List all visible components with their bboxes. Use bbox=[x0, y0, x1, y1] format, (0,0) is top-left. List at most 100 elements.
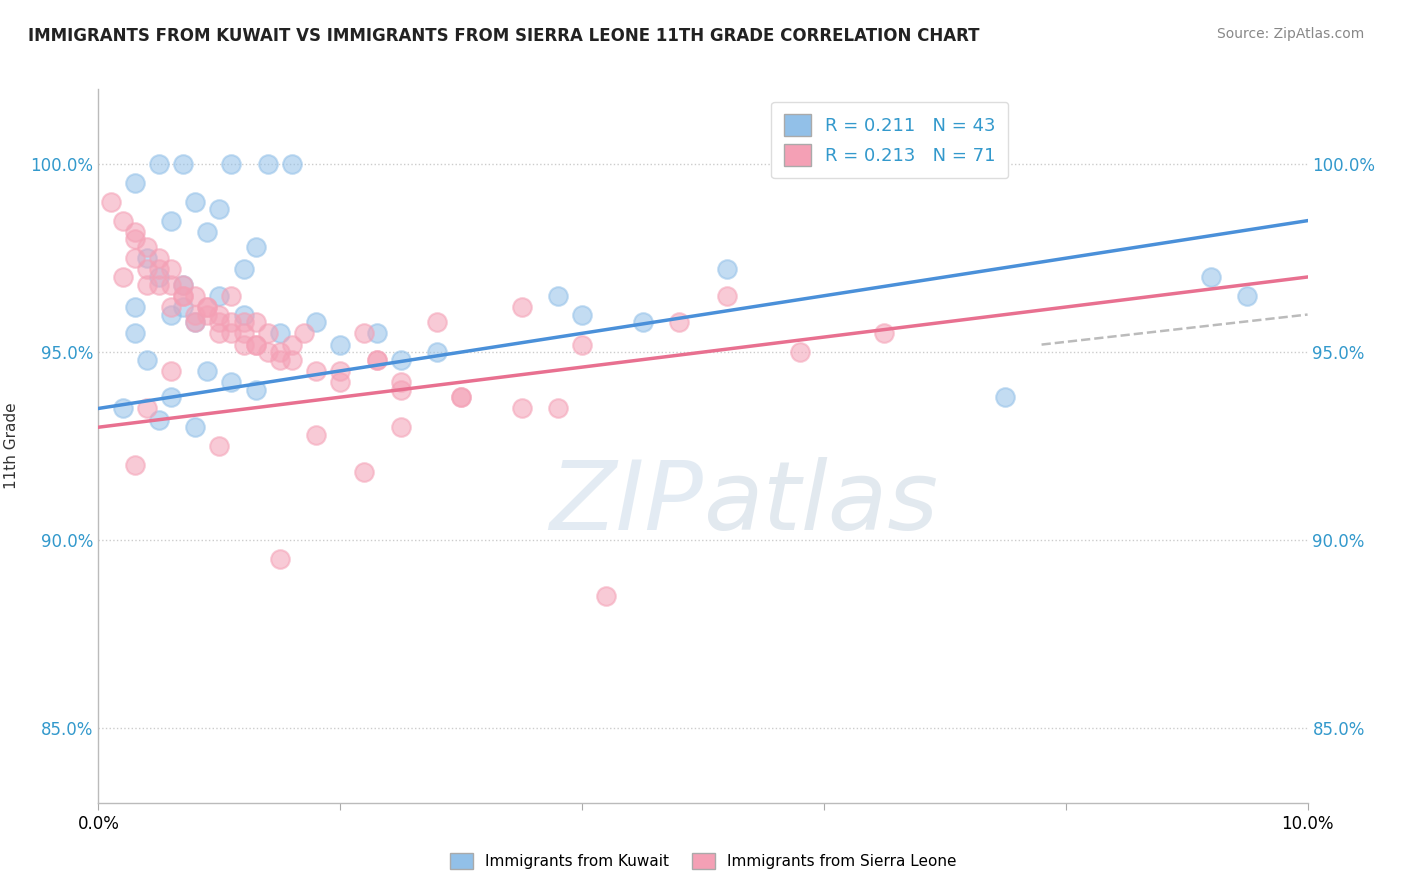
Point bbox=[1236, 289, 1258, 303]
Point bbox=[245, 337, 267, 351]
Point bbox=[221, 157, 243, 171]
Point bbox=[100, 194, 122, 209]
Point bbox=[789, 345, 811, 359]
Y-axis label: 11th Grade: 11th Grade bbox=[4, 402, 20, 490]
Point bbox=[160, 300, 183, 314]
Point bbox=[124, 251, 146, 265]
Legend: R = 0.211   N = 43, R = 0.213   N = 71: R = 0.211 N = 43, R = 0.213 N = 71 bbox=[770, 102, 1008, 178]
Legend: Immigrants from Kuwait, Immigrants from Sierra Leone: Immigrants from Kuwait, Immigrants from … bbox=[443, 847, 963, 875]
Point bbox=[269, 326, 291, 341]
Point bbox=[160, 390, 183, 404]
Point bbox=[232, 326, 254, 341]
Point bbox=[135, 240, 157, 254]
Point bbox=[221, 375, 243, 389]
Point bbox=[124, 176, 146, 190]
Point bbox=[172, 157, 194, 171]
Point bbox=[221, 326, 243, 341]
Text: Source: ZipAtlas.com: Source: ZipAtlas.com bbox=[1216, 27, 1364, 41]
Point bbox=[124, 300, 146, 314]
Point bbox=[124, 458, 146, 472]
Point bbox=[135, 277, 157, 292]
Point bbox=[245, 383, 267, 397]
Point bbox=[135, 262, 157, 277]
Point bbox=[160, 364, 183, 378]
Point bbox=[716, 289, 738, 303]
Point bbox=[172, 289, 194, 303]
Point bbox=[184, 420, 207, 434]
Point bbox=[994, 390, 1017, 404]
Point bbox=[184, 315, 207, 329]
Point bbox=[510, 401, 533, 416]
Text: ZIP: ZIP bbox=[550, 457, 703, 549]
Point bbox=[160, 262, 183, 277]
Point bbox=[510, 300, 533, 314]
Point bbox=[160, 277, 183, 292]
Point bbox=[366, 326, 388, 341]
Point bbox=[232, 262, 254, 277]
Point bbox=[329, 337, 352, 351]
Point bbox=[232, 337, 254, 351]
Point bbox=[329, 364, 352, 378]
Point bbox=[172, 277, 194, 292]
Point bbox=[208, 439, 231, 453]
Point bbox=[172, 300, 194, 314]
Point bbox=[135, 352, 157, 367]
Point bbox=[547, 289, 569, 303]
Point bbox=[172, 289, 194, 303]
Point bbox=[232, 308, 254, 322]
Point bbox=[450, 390, 472, 404]
Point bbox=[195, 300, 218, 314]
Point bbox=[389, 375, 412, 389]
Point bbox=[208, 308, 231, 322]
Point bbox=[208, 315, 231, 329]
Point bbox=[124, 225, 146, 239]
Point bbox=[124, 232, 146, 246]
Point bbox=[208, 202, 231, 217]
Point bbox=[195, 308, 218, 322]
Point bbox=[353, 465, 375, 479]
Point bbox=[195, 225, 218, 239]
Point bbox=[389, 352, 412, 367]
Point bbox=[426, 315, 449, 329]
Point bbox=[184, 315, 207, 329]
Point bbox=[256, 157, 278, 171]
Point bbox=[148, 270, 170, 285]
Point bbox=[353, 326, 375, 341]
Point bbox=[195, 300, 218, 314]
Point bbox=[208, 289, 231, 303]
Point bbox=[389, 420, 412, 434]
Point bbox=[366, 352, 388, 367]
Point bbox=[305, 364, 328, 378]
Point bbox=[1199, 270, 1222, 285]
Text: IMMIGRANTS FROM KUWAIT VS IMMIGRANTS FROM SIERRA LEONE 11TH GRADE CORRELATION CH: IMMIGRANTS FROM KUWAIT VS IMMIGRANTS FRO… bbox=[28, 27, 980, 45]
Point bbox=[111, 213, 134, 227]
Point bbox=[221, 315, 243, 329]
Point bbox=[668, 315, 690, 329]
Point bbox=[450, 390, 472, 404]
Point bbox=[148, 277, 170, 292]
Point bbox=[329, 375, 352, 389]
Text: atlas: atlas bbox=[703, 457, 938, 549]
Point bbox=[269, 345, 291, 359]
Point bbox=[281, 157, 304, 171]
Point bbox=[160, 213, 183, 227]
Point bbox=[631, 315, 654, 329]
Point bbox=[232, 315, 254, 329]
Point bbox=[135, 251, 157, 265]
Point bbox=[873, 326, 896, 341]
Point bbox=[148, 262, 170, 277]
Point bbox=[184, 194, 207, 209]
Point bbox=[221, 289, 243, 303]
Point bbox=[269, 352, 291, 367]
Point bbox=[184, 308, 207, 322]
Point bbox=[281, 352, 304, 367]
Point bbox=[547, 401, 569, 416]
Point bbox=[256, 345, 278, 359]
Point bbox=[148, 251, 170, 265]
Point bbox=[160, 308, 183, 322]
Point bbox=[716, 262, 738, 277]
Point bbox=[111, 401, 134, 416]
Point bbox=[148, 157, 170, 171]
Point bbox=[148, 413, 170, 427]
Point bbox=[305, 315, 328, 329]
